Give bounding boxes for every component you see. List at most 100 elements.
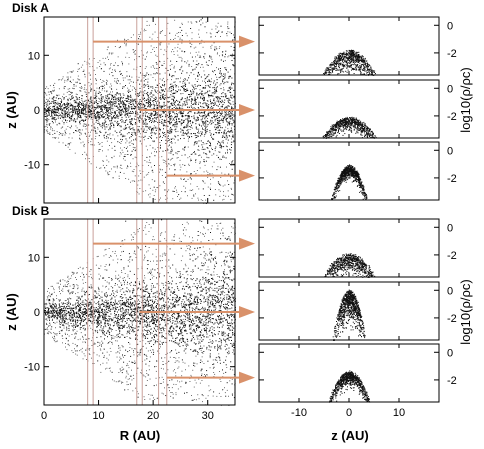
data-point <box>93 97 95 99</box>
data-point <box>102 114 104 115</box>
data-point <box>142 295 144 297</box>
data-point <box>198 29 200 31</box>
data-point <box>115 171 116 173</box>
data-point <box>172 86 174 88</box>
data-point <box>121 304 123 306</box>
data-point <box>221 146 223 148</box>
data-point <box>133 311 135 312</box>
data-point <box>162 137 163 138</box>
data-point <box>151 132 153 134</box>
data-point <box>203 111 205 113</box>
data-point <box>54 89 55 91</box>
data-point <box>128 306 130 308</box>
data-point <box>127 165 128 167</box>
data-point <box>158 313 160 315</box>
data-point <box>65 116 67 118</box>
data-point <box>175 128 177 130</box>
data-point <box>64 114 66 116</box>
data-point <box>89 85 91 87</box>
data-point <box>193 86 195 88</box>
data-point <box>203 107 205 109</box>
data-point <box>170 146 172 148</box>
data-point <box>139 38 141 40</box>
data-point <box>74 108 76 110</box>
data-point <box>195 88 197 90</box>
data-point <box>111 112 112 114</box>
data-point <box>210 251 212 253</box>
data-point <box>160 89 162 91</box>
data-point <box>135 113 136 115</box>
data-point <box>128 95 129 97</box>
data-point <box>169 112 171 114</box>
data-point <box>211 147 212 149</box>
data-point <box>61 115 63 117</box>
data-point <box>229 148 231 150</box>
data-point <box>164 337 166 339</box>
data-point <box>141 103 143 105</box>
data-point <box>205 131 207 133</box>
data-point <box>230 141 232 143</box>
data-point <box>124 156 126 157</box>
data-point <box>115 105 117 107</box>
data-point <box>188 110 190 112</box>
data-point <box>134 118 135 120</box>
data-point <box>79 129 81 131</box>
data-point <box>206 154 208 156</box>
data-point <box>65 308 67 310</box>
data-point <box>104 137 105 139</box>
data-point <box>179 89 181 91</box>
data-point <box>131 118 133 120</box>
data-point <box>180 131 182 133</box>
data-point <box>134 107 136 109</box>
data-point <box>132 118 134 120</box>
data-point <box>232 103 234 105</box>
data-point <box>107 124 109 126</box>
data-point <box>129 122 131 123</box>
data-point <box>88 108 90 110</box>
data-point <box>88 100 90 102</box>
data-point <box>203 57 205 59</box>
data-point <box>201 319 203 321</box>
data-point <box>175 78 177 80</box>
data-point <box>159 324 161 326</box>
data-point <box>200 302 202 304</box>
data-point <box>220 322 222 324</box>
data-point <box>58 94 60 96</box>
data-point <box>184 164 186 166</box>
data-point <box>104 121 106 123</box>
data-point <box>159 128 161 130</box>
data-point <box>97 120 99 122</box>
data-point <box>184 308 186 310</box>
data-point <box>199 89 201 91</box>
data-point <box>205 324 207 325</box>
data-point <box>184 86 186 87</box>
data-point <box>196 93 198 95</box>
data-point <box>133 68 135 70</box>
data-point <box>138 326 140 328</box>
data-point <box>170 150 172 152</box>
data-point <box>150 126 152 128</box>
data-point <box>132 158 134 160</box>
data-point <box>52 111 54 113</box>
data-point <box>200 66 201 68</box>
data-point <box>216 86 218 88</box>
data-point <box>131 311 132 313</box>
data-point <box>133 171 135 173</box>
data-point <box>175 304 177 306</box>
data-point <box>152 169 154 171</box>
data-point <box>150 92 152 94</box>
data-point <box>109 113 111 114</box>
data-point <box>150 66 152 68</box>
data-point <box>164 99 166 100</box>
data-point <box>214 334 216 336</box>
data-point <box>222 156 224 158</box>
data-point <box>147 337 149 339</box>
data-point <box>116 165 118 167</box>
data-point <box>216 116 218 118</box>
data-point <box>219 315 220 316</box>
data-point <box>107 97 109 99</box>
data-point <box>181 107 183 109</box>
data-point <box>73 109 75 111</box>
data-point <box>146 92 148 94</box>
data-point <box>211 95 213 97</box>
